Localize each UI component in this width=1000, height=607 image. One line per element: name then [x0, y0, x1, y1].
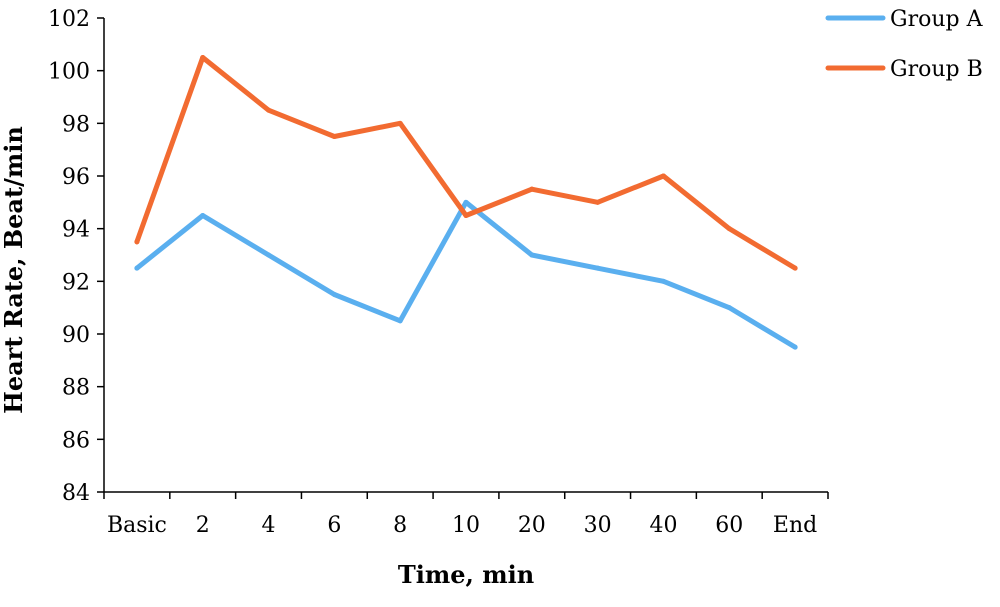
- data-point: [200, 213, 206, 218]
- data-point: [463, 213, 469, 218]
- data-point: [595, 265, 601, 271]
- data-point: [726, 305, 732, 311]
- data-point: [266, 252, 272, 258]
- y-tick-label: 86: [62, 428, 90, 453]
- y-tick-label: 100: [48, 60, 90, 85]
- y-tick-label: 90: [62, 323, 90, 348]
- y-tick-label: 84: [62, 481, 90, 506]
- data-point: [660, 173, 666, 179]
- x-tick-label: 40: [649, 513, 677, 538]
- data-point: [200, 55, 206, 60]
- y-axis-title: Heart Rate, Beat/min: [0, 126, 28, 414]
- series-lines: [134, 55, 798, 350]
- data-point: [595, 199, 601, 205]
- data-point: [792, 265, 798, 271]
- y-tick-label: 94: [62, 218, 90, 243]
- series-line-group-a: [134, 199, 798, 350]
- data-point: [331, 134, 337, 139]
- data-point: [463, 199, 469, 205]
- y-tick-label: 96: [62, 165, 90, 190]
- x-tick-label: 6: [327, 513, 341, 538]
- x-tick-label: 30: [584, 513, 612, 538]
- x-tick-label: 4: [262, 513, 276, 538]
- data-point: [660, 278, 666, 284]
- x-tick-label: 10: [452, 513, 480, 538]
- legend-label: Group B: [890, 57, 983, 82]
- x-tick-label: Basic: [107, 513, 167, 538]
- data-point: [726, 226, 732, 232]
- data-point: [529, 252, 535, 258]
- legend-label: Group A: [890, 7, 984, 32]
- legend: Group A Group B: [825, 7, 984, 82]
- data-point: [397, 120, 403, 126]
- x-tick-label: 2: [196, 513, 210, 538]
- x-axis: Basic 2 4 6 8 10 20 30 40 60 End: [103, 491, 829, 538]
- y-tick-label: 92: [62, 270, 90, 295]
- data-point: [792, 344, 798, 350]
- x-tick-label: 60: [715, 513, 743, 538]
- data-point: [331, 292, 337, 297]
- data-point: [529, 186, 535, 192]
- y-tick-label: 102: [48, 7, 90, 32]
- x-axis-title: Time, min: [398, 560, 534, 589]
- data-point: [134, 265, 140, 271]
- y-tick-label: 98: [62, 112, 90, 137]
- x-tick-label: End: [773, 513, 817, 538]
- x-tick-label: 8: [393, 513, 407, 538]
- x-tick-label: 20: [518, 513, 546, 538]
- data-point: [134, 239, 140, 245]
- y-axis: 84 86 88 90 92 94 96 98 100 102: [48, 7, 105, 506]
- y-tick-label: 88: [62, 376, 90, 401]
- data-point: [397, 318, 403, 324]
- data-point: [266, 107, 272, 113]
